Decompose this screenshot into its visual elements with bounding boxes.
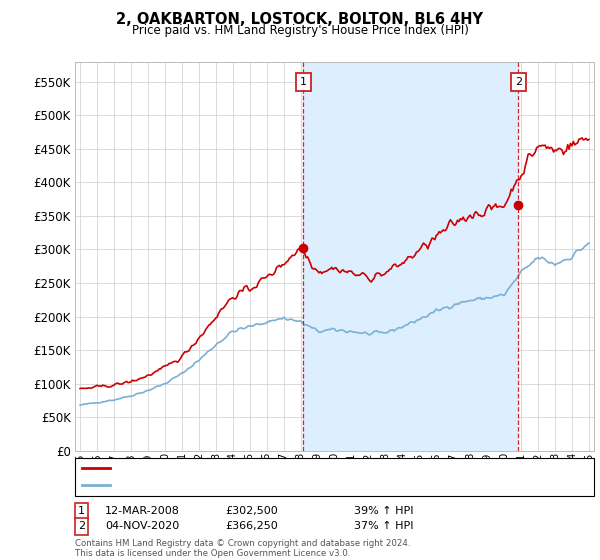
Text: 2, OAKBARTON, LOSTOCK, BOLTON, BL6 4HY: 2, OAKBARTON, LOSTOCK, BOLTON, BL6 4HY [116,12,484,27]
Text: 2: 2 [515,77,522,87]
Text: 2: 2 [78,521,85,531]
Text: 1: 1 [300,77,307,87]
Text: 39% ↑ HPI: 39% ↑ HPI [354,506,413,516]
Text: Price paid vs. HM Land Registry's House Price Index (HPI): Price paid vs. HM Land Registry's House … [131,24,469,36]
Text: Contains HM Land Registry data © Crown copyright and database right 2024.
This d: Contains HM Land Registry data © Crown c… [75,539,410,558]
Text: £366,250: £366,250 [225,521,278,531]
Text: 1: 1 [78,506,85,516]
Text: 12-MAR-2008: 12-MAR-2008 [105,506,180,516]
Bar [304,62,518,451]
Text: 37% ↑ HPI: 37% ↑ HPI [354,521,413,531]
Text: 04-NOV-2020: 04-NOV-2020 [105,521,179,531]
Text: 2, OAKBARTON, LOSTOCK, BOLTON, BL6 4HY (detached house): 2, OAKBARTON, LOSTOCK, BOLTON, BL6 4HY (… [114,463,464,473]
Text: HPI: Average price, detached house, Bolton: HPI: Average price, detached house, Bolt… [114,480,356,490]
Text: £302,500: £302,500 [225,506,278,516]
